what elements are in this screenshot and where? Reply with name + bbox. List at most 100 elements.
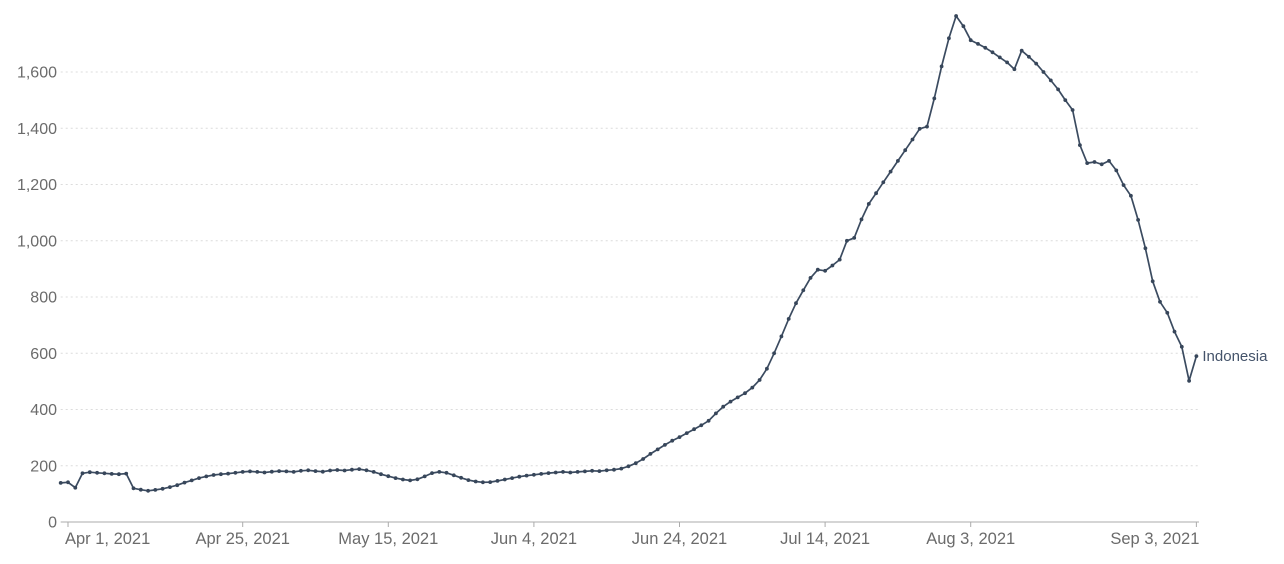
data-point[interactable] xyxy=(466,478,471,482)
data-point[interactable] xyxy=(997,55,1002,60)
data-point[interactable] xyxy=(168,485,172,489)
data-point[interactable] xyxy=(189,478,194,483)
data-point[interactable] xyxy=(415,477,420,482)
data-point[interactable] xyxy=(1121,183,1126,188)
data-point[interactable] xyxy=(866,202,871,206)
data-point[interactable] xyxy=(575,470,580,474)
data-point[interactable] xyxy=(881,180,886,185)
data-point[interactable] xyxy=(968,38,973,43)
data-line-indonesia[interactable] xyxy=(59,15,1198,492)
data-point[interactable] xyxy=(1048,78,1053,83)
data-point[interactable] xyxy=(1019,48,1024,53)
data-point[interactable] xyxy=(888,169,893,174)
data-point[interactable] xyxy=(1085,161,1090,166)
data-point[interactable] xyxy=(590,468,594,473)
data-point[interactable] xyxy=(990,50,995,55)
data-point[interactable] xyxy=(641,457,645,461)
data-point[interactable] xyxy=(983,45,988,50)
data-point[interactable] xyxy=(401,477,405,482)
data-point[interactable] xyxy=(299,468,303,473)
data-point[interactable] xyxy=(801,288,806,293)
data-point[interactable] xyxy=(1114,168,1119,173)
data-point[interactable] xyxy=(386,474,391,479)
data-point[interactable] xyxy=(488,480,493,484)
data-point[interactable] xyxy=(779,334,784,339)
data-point[interactable] xyxy=(146,488,151,493)
data-point[interactable] xyxy=(765,366,769,371)
data-point[interactable] xyxy=(1172,329,1177,334)
data-point[interactable] xyxy=(612,467,616,472)
data-point[interactable] xyxy=(532,472,536,477)
data-point[interactable] xyxy=(1165,310,1170,315)
data-point[interactable] xyxy=(1129,193,1133,198)
data-point[interactable] xyxy=(95,470,99,475)
data-point[interactable] xyxy=(430,471,434,475)
data-point[interactable] xyxy=(211,473,216,477)
data-point[interactable] xyxy=(1034,61,1039,66)
data-point[interactable] xyxy=(524,473,529,478)
data-point[interactable] xyxy=(568,470,573,475)
data-point[interactable] xyxy=(160,486,165,491)
data-point[interactable] xyxy=(561,470,565,474)
data-point[interactable] xyxy=(481,480,485,485)
data-point[interactable] xyxy=(233,470,238,475)
data-point[interactable] xyxy=(444,470,449,475)
data-point[interactable] xyxy=(320,469,325,474)
data-point[interactable] xyxy=(371,470,376,474)
data-point[interactable] xyxy=(73,485,78,490)
data-point[interactable] xyxy=(1078,143,1082,148)
data-point[interactable] xyxy=(1194,354,1199,358)
data-point[interactable] xyxy=(597,469,602,473)
data-point[interactable] xyxy=(837,257,842,262)
data-point[interactable] xyxy=(357,467,362,471)
data-point[interactable] xyxy=(262,470,267,475)
data-point[interactable] xyxy=(277,469,281,473)
data-point[interactable] xyxy=(87,470,92,475)
data-point[interactable] xyxy=(131,486,136,491)
data-point[interactable] xyxy=(138,487,143,492)
data-point[interactable] xyxy=(655,447,660,452)
data-point[interactable] xyxy=(1158,299,1162,304)
data-point[interactable] xyxy=(517,474,522,479)
data-point[interactable] xyxy=(852,236,857,240)
data-point[interactable] xyxy=(939,64,944,69)
data-point[interactable] xyxy=(925,124,929,129)
data-point[interactable] xyxy=(1179,344,1184,349)
data-point[interactable] xyxy=(437,470,442,474)
data-point[interactable] xyxy=(692,427,696,432)
data-point[interactable] xyxy=(248,469,252,474)
data-point[interactable] xyxy=(743,391,747,396)
data-point[interactable] xyxy=(1056,87,1060,92)
data-point[interactable] xyxy=(808,276,813,280)
data-point[interactable] xyxy=(714,411,718,416)
data-point[interactable] xyxy=(1092,160,1097,164)
data-point[interactable] xyxy=(859,217,864,222)
data-point[interactable] xyxy=(204,474,209,479)
data-point[interactable] xyxy=(1150,279,1155,284)
data-point[interactable] xyxy=(175,483,180,488)
data-point[interactable] xyxy=(1143,246,1148,251)
data-point[interactable] xyxy=(976,42,980,46)
data-point[interactable] xyxy=(306,468,311,473)
data-point[interactable] xyxy=(255,470,260,474)
data-point[interactable] xyxy=(117,472,121,477)
data-point[interactable] xyxy=(1187,378,1191,383)
data-point[interactable] xyxy=(728,399,733,404)
data-point[interactable] xyxy=(284,469,289,474)
data-point[interactable] xyxy=(845,238,849,243)
data-point[interactable] xyxy=(1041,70,1046,74)
data-point[interactable] xyxy=(153,488,158,492)
data-point[interactable] xyxy=(583,469,587,474)
data-point[interactable] xyxy=(823,268,827,273)
data-point[interactable] xyxy=(291,470,296,474)
data-point[interactable] xyxy=(335,468,340,472)
data-point[interactable] xyxy=(757,378,762,382)
data-point[interactable] xyxy=(364,468,369,473)
data-point[interactable] xyxy=(706,418,711,423)
data-point[interactable] xyxy=(379,472,383,477)
data-point[interactable] xyxy=(932,96,937,101)
data-point[interactable] xyxy=(393,476,398,480)
data-point[interactable] xyxy=(626,464,631,469)
data-point[interactable] xyxy=(874,191,878,196)
